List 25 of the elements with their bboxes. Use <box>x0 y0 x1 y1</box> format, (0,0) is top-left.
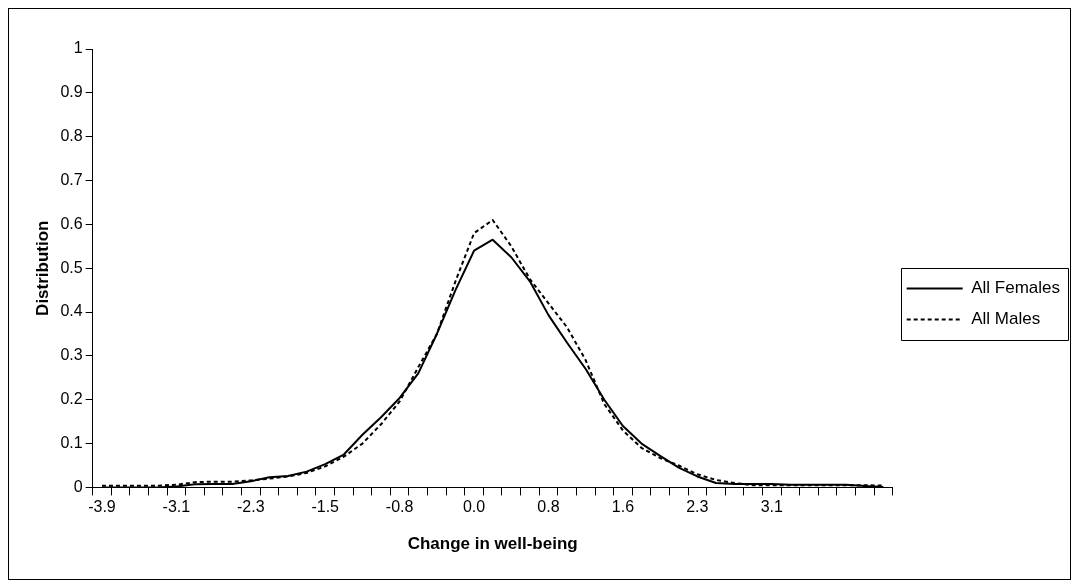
y-tick-label: 0.6 <box>60 214 83 232</box>
x-tick-label: -1.5 <box>311 498 340 516</box>
x-tick-label: 2.3 <box>686 498 709 516</box>
y-tick-label: 0.8 <box>60 127 83 145</box>
x-tick-label: 1.6 <box>611 498 635 516</box>
y-tick-label: 0.3 <box>60 346 83 364</box>
y-tick-label: 1 <box>73 39 83 57</box>
x-tick-label: 0.8 <box>537 498 560 516</box>
y-tick-label: 0.1 <box>60 433 83 451</box>
y-tick-label: 0 <box>73 477 83 495</box>
y-tick-label: 0.9 <box>60 83 83 101</box>
legend-label: All Females <box>971 278 1061 298</box>
x-axis-title: Change in well-being <box>407 534 578 554</box>
y-axis-title: Distribution <box>32 220 52 316</box>
y-tick-label: 0.2 <box>60 390 83 408</box>
x-tick-label: 0.0 <box>462 498 486 516</box>
x-tick-label: -2.3 <box>237 498 265 516</box>
x-tick-label: 3.1 <box>760 498 783 516</box>
y-tick-label: 0.5 <box>60 258 83 276</box>
legend-label: All Males <box>971 309 1041 329</box>
y-tick-label: 0.4 <box>60 302 83 320</box>
x-tick-label: -3.1 <box>162 498 191 516</box>
y-tick-label: 0.7 <box>60 170 83 188</box>
x-tick-label: -3.9 <box>88 498 116 516</box>
x-tick-label: -0.8 <box>385 498 414 516</box>
